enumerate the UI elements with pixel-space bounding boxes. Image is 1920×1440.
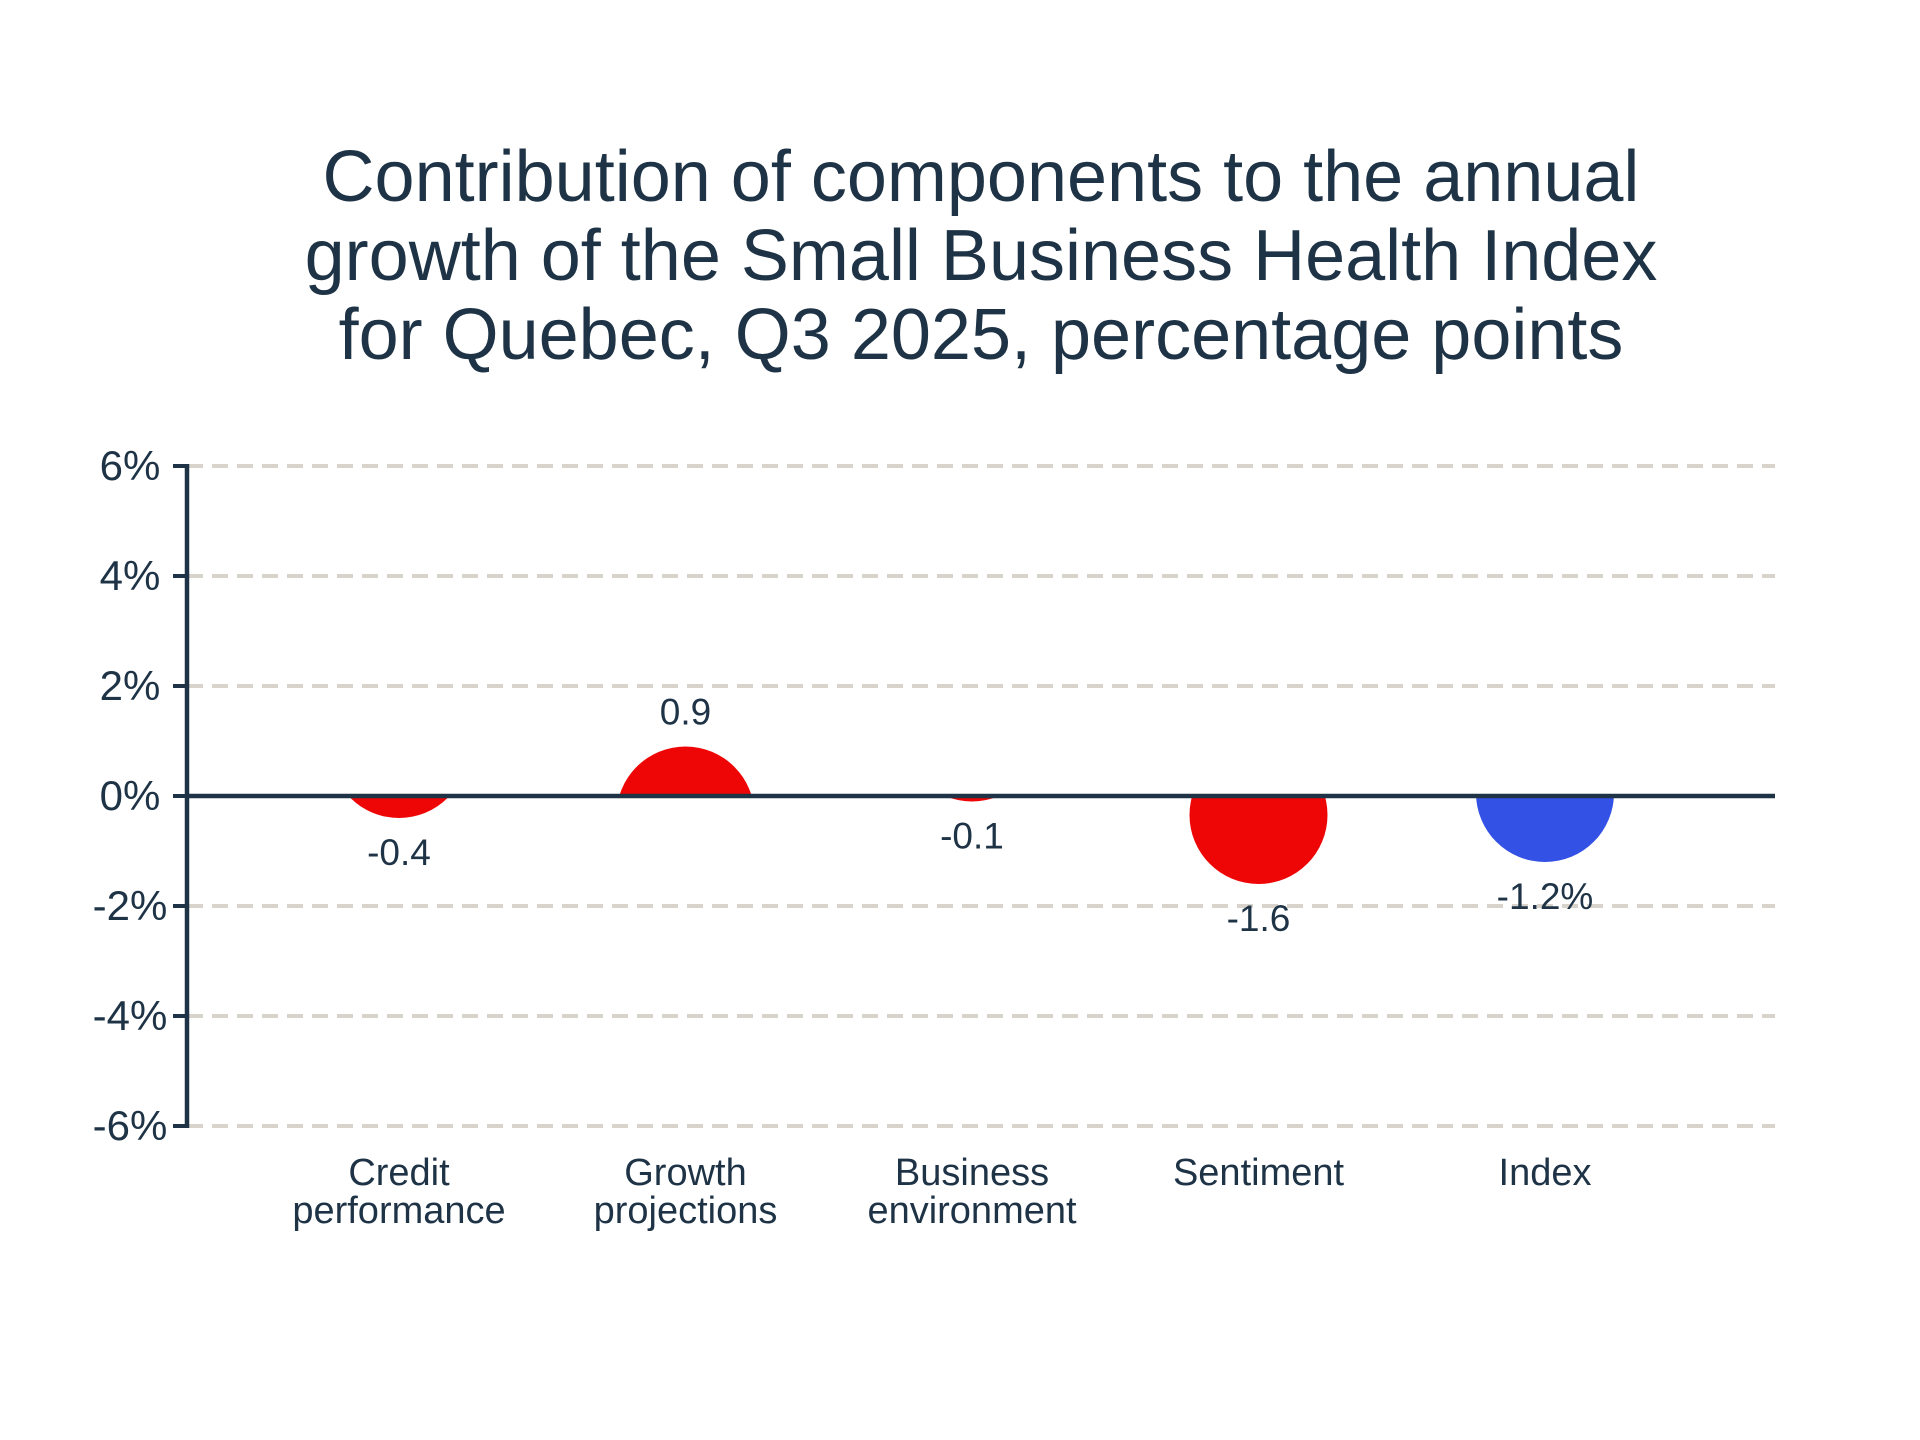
category-label-index-line-1: Index [1499, 1152, 1592, 1194]
category-label-credit-performance-line-2: performance [292, 1190, 505, 1232]
category-label-business-environment-line-2: environment [867, 1190, 1077, 1232]
bubble-credit-performance [348, 796, 450, 818]
category-label-business-environment-line-1: Business [895, 1152, 1049, 1194]
bubble-sentiment [1189, 796, 1328, 884]
category-label-growth-projections-line-2: projections [594, 1190, 778, 1232]
y-tick-label-6-: 6% [100, 442, 161, 489]
value-label-growth-projections: 0.9 [660, 692, 711, 733]
chart-title-line-1: Contribution of components to the annual [322, 137, 1640, 217]
value-label-credit-performance: -0.4 [367, 832, 431, 873]
value-label-business-environment: -0.1 [940, 816, 1004, 857]
category-label-sentiment-line-1: Sentiment [1173, 1152, 1345, 1194]
category-label-growth-projections-line-1: Growth [624, 1152, 746, 1194]
y-tick-label-2-: 2% [100, 662, 161, 709]
value-label-sentiment: -1.6 [1227, 898, 1291, 939]
chart-title-line-2: growth of the Small Business Health Inde… [304, 216, 1658, 296]
y-tick-label--4-: -4% [93, 992, 168, 1039]
chart-title: Contribution of components to the annual… [96, 138, 1866, 375]
y-tick-label--6-: -6% [93, 1102, 168, 1149]
bubble-index [1476, 796, 1614, 862]
bubble-growth-projections [619, 746, 752, 796]
category-label-credit-performance-line-1: Credit [348, 1152, 450, 1194]
value-label-index: -1.2% [1497, 876, 1594, 917]
y-tick-label-4-: 4% [100, 552, 161, 599]
y-tick-label-0-: 0% [100, 772, 161, 819]
chart-title-line-3: for Quebec, Q3 2025, percentage points [338, 295, 1624, 375]
y-tick-label--2-: -2% [93, 882, 168, 929]
